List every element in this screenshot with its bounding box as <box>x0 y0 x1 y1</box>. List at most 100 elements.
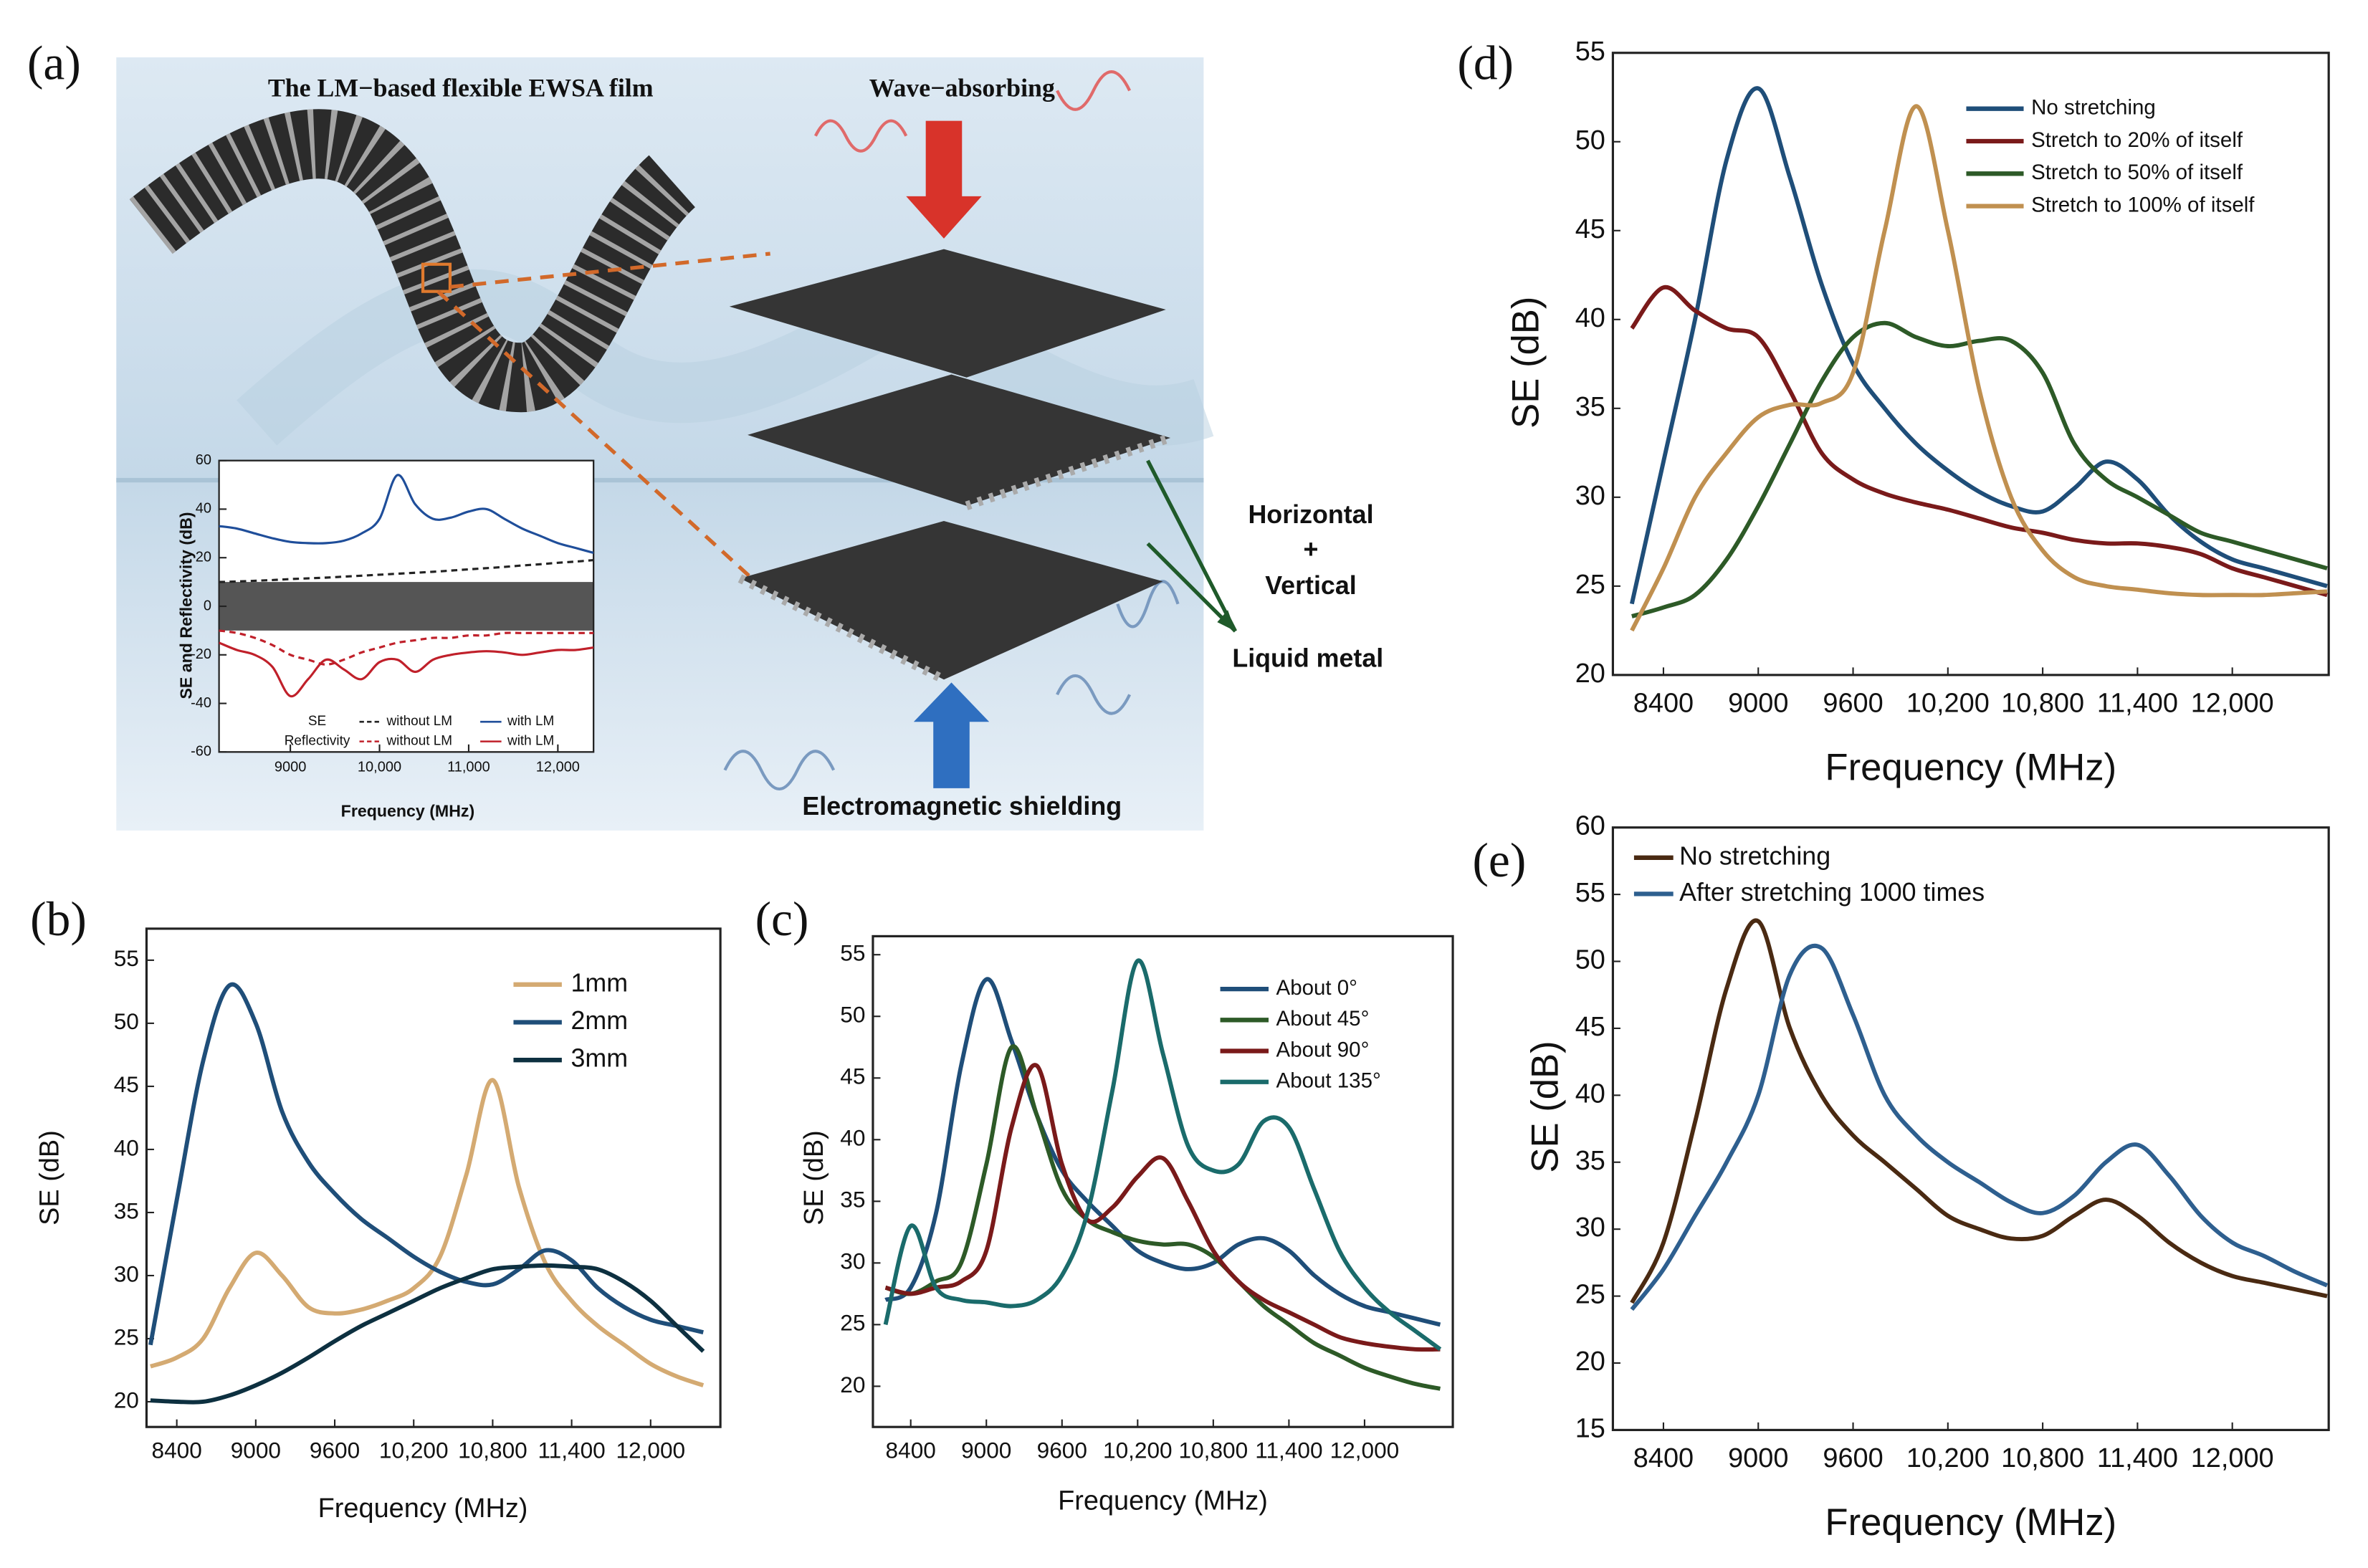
y-tick-label: 20 <box>114 1387 139 1412</box>
structure-text: Horizontal <box>1248 500 1373 529</box>
data-line <box>1630 285 2328 598</box>
data-line <box>219 559 594 583</box>
y-tick-label: 40 <box>1575 1079 1605 1109</box>
y-tick-label: 15 <box>1575 1413 1605 1443</box>
x-tick-label: 12,000 <box>616 1437 685 1463</box>
panel-label: (e) <box>1472 833 1526 887</box>
y-tick-label: -60 <box>191 744 211 760</box>
data-line <box>219 641 594 698</box>
panel-label: (c) <box>755 892 809 946</box>
y-tick-label: 30 <box>114 1261 139 1286</box>
data-line <box>150 1078 705 1387</box>
x-tick-label: 10,200 <box>1906 1443 1990 1473</box>
data-line <box>884 1044 1441 1391</box>
wave-title: Wave−absorbing <box>869 74 1055 102</box>
y-axis-label: SE and Reflectivity (dB) <box>176 512 195 699</box>
y-tick-label: 60 <box>1575 811 1605 841</box>
y-tick-label: 50 <box>1575 125 1605 156</box>
legend-label: with LM <box>507 714 554 729</box>
legend-label: 3mm <box>571 1044 629 1073</box>
pointer <box>1146 459 1237 632</box>
x-tick-label: 10,200 <box>1103 1437 1173 1463</box>
y-tick-label: 25 <box>840 1310 865 1336</box>
y-tick-label: 25 <box>1575 1280 1605 1310</box>
x-tick-label: 10,800 <box>458 1437 527 1463</box>
flexible-film <box>129 109 697 413</box>
y-tick-label: 20 <box>1575 1347 1605 1377</box>
data-line <box>148 982 704 1346</box>
x-tick-label: 8400 <box>1633 1443 1694 1473</box>
x-tick-label: 10,800 <box>2001 689 2084 719</box>
panel-a-illustration: (a) The LM−based flexible EWSA film Wave… <box>27 36 1383 831</box>
x-tick-label: 12,000 <box>2191 689 2274 719</box>
x-tick-label: 10,800 <box>1179 1437 1249 1463</box>
y-tick-label: 50 <box>1575 945 1605 975</box>
legend-label: About 0° <box>1276 976 1357 1000</box>
absorb-arrow <box>906 120 982 239</box>
legend-label: About 45° <box>1276 1007 1370 1031</box>
y-tick-label: -40 <box>191 695 211 711</box>
wave-lines <box>723 580 1180 791</box>
y-tick-label: 30 <box>840 1248 865 1274</box>
y-tick-label: 40 <box>840 1125 865 1151</box>
film-title: The LM−based flexible EWSA film <box>268 74 654 102</box>
x-tick-label: 10,000 <box>358 760 401 775</box>
data-line <box>1630 104 2328 632</box>
legend-label: About 135° <box>1276 1069 1381 1093</box>
data-line <box>883 958 1442 1352</box>
y-tick-label: 25 <box>1575 570 1605 600</box>
y-tick-label: 55 <box>1575 878 1605 908</box>
data-line <box>884 977 1441 1327</box>
y-axis-label: SE (dB) <box>1524 1041 1567 1172</box>
legend-label: After stretching 1000 times <box>1679 878 1985 907</box>
y-tick-label: 35 <box>1575 1146 1605 1176</box>
legend-label: 1mm <box>571 968 629 997</box>
legend-label: with LM <box>507 734 554 749</box>
x-tick-label: 8400 <box>886 1437 936 1463</box>
x-axis-label: Frequency (MHz) <box>341 802 475 821</box>
chart: -60 -40 -20 0 20 40 60 9000 10,000 11,000 12,000 Fr… <box>176 452 595 821</box>
layer <box>729 249 1166 378</box>
x-tick-label: 11,400 <box>2097 689 2178 719</box>
plot-frame <box>1611 826 2330 1431</box>
structure-text: + <box>1304 535 1319 564</box>
y-tick-label: 55 <box>114 945 139 971</box>
x-axis-label: Frequency (MHz) <box>1058 1486 1268 1516</box>
metal-strips <box>737 574 946 684</box>
x-tick-label: 12,000 <box>536 760 580 775</box>
y-tick-label: 45 <box>1575 214 1605 244</box>
x-tick-label: 9000 <box>1728 1443 1788 1473</box>
data-line <box>1630 943 2329 1311</box>
y-tick-label: 45 <box>114 1071 139 1097</box>
legend-group-label: Reflectivity <box>285 734 350 749</box>
y-tick-label: 30 <box>1575 1213 1605 1243</box>
y-tick-label: 50 <box>114 1008 139 1034</box>
y-tick-label: 45 <box>840 1063 865 1089</box>
data-line <box>219 629 594 666</box>
legend-label: Stretch to 20% of itself <box>2031 128 2243 152</box>
y-axis-label: SE (dB) <box>799 1130 829 1225</box>
legend-label: No stretching <box>2031 96 2156 120</box>
zoom-line <box>436 290 757 583</box>
y-tick-label: 35 <box>114 1197 139 1223</box>
y-tick-label: 20 <box>840 1372 865 1397</box>
legend-label: 2mm <box>571 1006 629 1035</box>
legend-label: Stretch to 100% of itself <box>2031 193 2255 216</box>
plot-frame <box>1611 52 2330 677</box>
y-tick-label: 50 <box>840 1002 865 1028</box>
layer <box>748 374 1171 506</box>
x-tick-label: 10,200 <box>379 1437 449 1463</box>
panel-label: (a) <box>27 36 81 90</box>
zoom-line <box>449 252 770 289</box>
y-tick-label: 35 <box>840 1187 865 1213</box>
x-tick-label: 8400 <box>152 1437 202 1463</box>
x-axis-label: Frequency (MHz) <box>1825 1501 2116 1544</box>
y-tick-label: 20 <box>1575 659 1605 689</box>
x-tick-label: 9000 <box>274 760 307 775</box>
x-tick-label: 9000 <box>231 1437 281 1463</box>
x-tick-label: 12,000 <box>2191 1443 2274 1473</box>
